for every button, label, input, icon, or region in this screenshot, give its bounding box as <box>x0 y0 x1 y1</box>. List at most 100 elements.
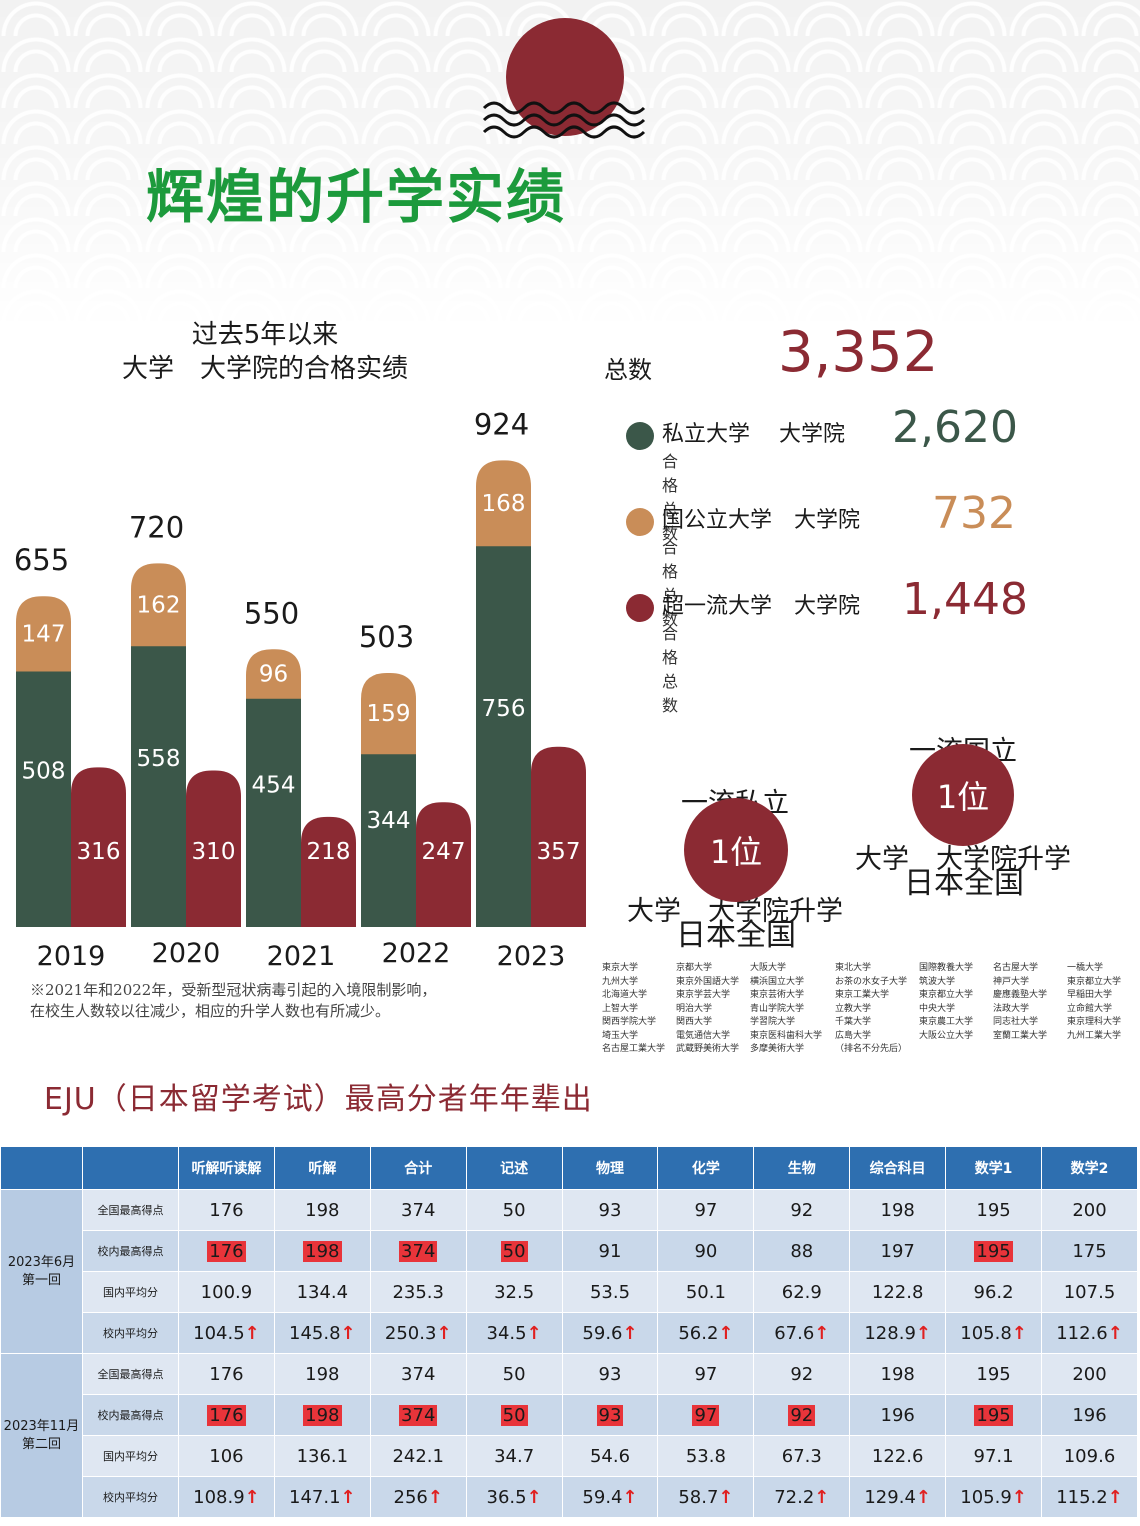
eju-cell: 92 <box>753 1353 851 1395</box>
university-name: お茶の水女子大学 <box>835 976 908 987</box>
label-national-2023: 168 <box>482 491 526 517</box>
university-name: 電気通信大学 <box>676 1030 731 1041</box>
label-top-2022: 247 <box>422 839 466 865</box>
eju-row-label: 校内平均分 <box>82 1312 179 1354</box>
eju-cell: 374 <box>369 1353 467 1395</box>
chart-title-line-1: 过去5年以来 <box>191 320 339 350</box>
eju-cell-value: 109.6 <box>1063 1445 1116 1467</box>
label-private-2019: 508 <box>22 759 66 785</box>
up-arrow-icon: ↑ <box>427 1486 443 1508</box>
eju-cell: 112.6↑ <box>1041 1312 1138 1354</box>
university-name: 東京理科大学 <box>1067 1017 1122 1027</box>
eju-cell-value: 112.6 <box>1056 1322 1108 1344</box>
rank-private-scope: 日本全国 <box>676 918 796 953</box>
up-arrow-icon: ↑ <box>814 1486 830 1508</box>
eju-cell-value: 176 <box>207 1240 246 1262</box>
eju-cell-value: 122.8 <box>871 1281 924 1303</box>
university-name: 京都大学 <box>676 963 713 973</box>
university-name: 東京学芸大学 <box>676 990 731 1000</box>
eju-cell-value: 374 <box>401 1363 436 1385</box>
bar-private-2022 <box>361 753 416 927</box>
label-private-2023: 756 <box>482 696 526 722</box>
eju-cell-value: 105.9 <box>960 1486 1012 1508</box>
eju-row-label: 校内最高得点 <box>82 1394 179 1436</box>
eju-cell-value: 147.1 <box>289 1486 341 1508</box>
eju-cell: 96.2 <box>945 1271 1043 1313</box>
eju-cell-value: 250.3 <box>384 1322 437 1344</box>
university-column: 一橋大学 東京都立大学 早稲田大学 立命館大学 東京理科大学 九州工業大学 <box>1067 962 1121 1043</box>
eju-cell: 196 <box>849 1394 947 1436</box>
university-name: 早稲田大学 <box>1067 990 1113 1000</box>
eju-cell-value: 176 <box>209 1363 244 1385</box>
eju-cell: 136.1 <box>273 1435 371 1477</box>
eju-cell: 67.6↑ <box>753 1312 851 1354</box>
university-name: 神戸大学 <box>993 976 1030 987</box>
eju-row: 校内最高得点 176 198 374 50 91 90 88 197 195 175 <box>1 1230 1138 1272</box>
university-name: （排名不分先后） <box>835 1044 908 1054</box>
eju-row: 校内平均分 108.9↑ 147.1↑ 256↑ 36.5↑ 59.4↑ 58.7↑ 72.2… <box>1 1476 1138 1518</box>
eju-cell-value: 196 <box>1072 1404 1107 1426</box>
university-name: 北海道大学 <box>602 990 648 1000</box>
eju-cell: 97 <box>657 1353 755 1395</box>
university-name: 立命館大学 <box>1067 1003 1113 1014</box>
label-top-2019: 316 <box>77 839 121 865</box>
label-total-2020: 720 <box>129 510 184 544</box>
university-name: 東北大学 <box>835 963 872 973</box>
eju-cell-value: 108.9 <box>193 1486 245 1508</box>
eju-cell: 92 <box>753 1394 851 1436</box>
university-name: 名古屋工業大学 <box>602 1044 666 1054</box>
university-name: 中央大学 <box>919 1003 956 1014</box>
university-name: 横浜国立大学 <box>750 976 805 987</box>
eju-cell: 176 <box>178 1230 275 1272</box>
eju-cell: 374 <box>369 1230 467 1272</box>
eju-cell: 59.6↑ <box>561 1312 659 1354</box>
eju-cell-value: 93 <box>598 1363 622 1385</box>
summary-label-private: 私立大学 大学院 <box>662 422 845 447</box>
university-name: 広島大学 <box>835 1030 872 1041</box>
eju-cell-value: 97 <box>694 1363 718 1385</box>
university-name: 埼玉大学 <box>602 1030 639 1041</box>
bar-top-2023 <box>531 746 586 927</box>
eju-cell: 200 <box>1041 1353 1138 1395</box>
eju-cell: 197 <box>849 1230 947 1272</box>
up-arrow-icon: ↑ <box>915 1322 931 1344</box>
up-arrow-icon: ↑ <box>622 1486 638 1508</box>
eju-cell: 198 <box>849 1353 947 1395</box>
eju-cell-value: 59.6 <box>582 1322 623 1344</box>
university-name: 東京都立大学 <box>919 990 974 1000</box>
university-name: 室蘭工業大学 <box>993 1030 1048 1041</box>
eju-cell: 198 <box>273 1189 371 1231</box>
label-private-2021: 454 <box>252 772 296 798</box>
bar-top-2020 <box>186 770 241 927</box>
chart-title-line-2: 大学 大学院的合格实绩 <box>121 354 408 384</box>
eju-cell: 196 <box>1041 1394 1138 1436</box>
eju-cell-value: 198 <box>305 1199 340 1221</box>
eju-cell: 242.1 <box>369 1435 467 1477</box>
eju-header-cell: 合计 <box>369 1146 467 1190</box>
eju-cell-value: 374 <box>401 1199 436 1221</box>
eju-cell: 93 <box>561 1353 659 1395</box>
up-arrow-icon: ↑ <box>1107 1322 1123 1344</box>
up-arrow-icon: ↑ <box>622 1322 638 1344</box>
eju-cell-value: 256 <box>393 1486 428 1508</box>
eju-cell-value: 53.5 <box>589 1281 631 1303</box>
university-column: 大阪大学 横浜国立大学 東京芸術大学 青山学院大学 学習院大学 東京医科歯科大学 多摩美術大… <box>750 962 822 1057</box>
eju-cell-value: 198 <box>305 1363 340 1385</box>
eju-cell-value: 50.1 <box>685 1281 726 1303</box>
label-total-2023: 924 <box>474 407 529 441</box>
eju-cell: 58.7↑ <box>657 1476 755 1518</box>
eju-header-cell: 化学 <box>657 1146 755 1190</box>
eju-cell-value: 93 <box>596 1404 624 1426</box>
eju-session-label-line: 2023年6月 <box>7 1254 76 1270</box>
up-arrow-icon: ↑ <box>436 1322 452 1344</box>
university-name: 筑波大学 <box>919 976 956 987</box>
label-private-2020: 558 <box>137 746 181 772</box>
up-arrow-icon: ↑ <box>1011 1322 1027 1344</box>
up-arrow-icon: ↑ <box>340 1486 356 1508</box>
tick-label-2021: 2021 <box>267 941 336 972</box>
eju-cell-value: 92 <box>790 1363 814 1385</box>
eju-cell: 56.2↑ <box>657 1312 755 1354</box>
eju-cell: 129.4↑ <box>849 1476 947 1518</box>
eju-cell: 198 <box>849 1189 947 1231</box>
tick-label-2022: 2022 <box>382 938 451 969</box>
